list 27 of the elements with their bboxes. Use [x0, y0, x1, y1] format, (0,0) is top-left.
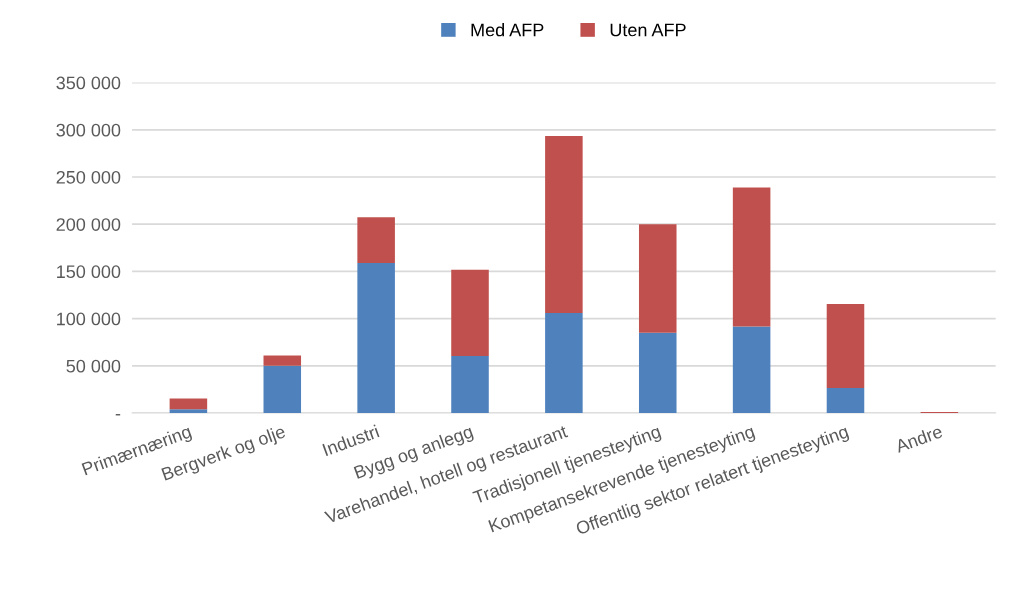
- y-tick-label: 50 000: [66, 359, 121, 373]
- bar: [169, 409, 208, 413]
- bar: [263, 365, 302, 413]
- y-tick-label: 200 000: [56, 218, 121, 231]
- y-tick-label: 250 000: [56, 170, 121, 184]
- bar: [638, 224, 677, 333]
- x-tick-label: Andre: [894, 424, 944, 454]
- legend-label: Med AFP: [471, 23, 544, 37]
- bar: [357, 217, 395, 263]
- legend-label: Uten AFP: [610, 23, 686, 37]
- y-tick-label: 300 000: [56, 123, 121, 137]
- y-tick-label: 350 000: [56, 76, 121, 90]
- y-tick-label: 100 000: [57, 312, 121, 326]
- bar: [826, 303, 865, 388]
- bar: [451, 269, 489, 356]
- bar: [545, 135, 583, 313]
- bar: [826, 387, 865, 413]
- bar: [451, 355, 489, 413]
- y-tick-label: -: [115, 414, 121, 416]
- y-tick-label: 150 000: [57, 265, 121, 279]
- bar: [169, 398, 208, 410]
- bar: [732, 326, 771, 413]
- bar: [545, 312, 583, 413]
- bar: [638, 332, 677, 413]
- bar: [732, 187, 771, 327]
- bar: [357, 262, 395, 413]
- bar: [263, 355, 302, 366]
